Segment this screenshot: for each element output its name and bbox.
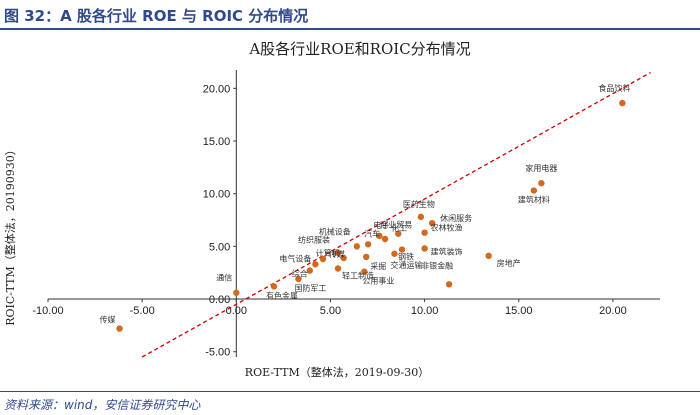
data-point [363, 253, 370, 261]
point-label: 农林牧渔 [431, 223, 463, 233]
data-point [353, 243, 361, 250]
footer-rule [0, 391, 700, 392]
data-point [233, 289, 240, 296]
point-label: 家用电器 [525, 163, 557, 173]
data-point [428, 219, 436, 227]
point-label: 汽车 [364, 228, 380, 238]
point-label: 交通运输 [390, 260, 422, 270]
point-label: 轻工制造 [342, 271, 374, 281]
scatter-chart: A股各行业ROE和ROIC分布情况 -10.00 -5.00 0.00 5.00 10.… [3, 40, 660, 379]
x-tick-label: 20.00 [599, 305, 627, 317]
data-point [381, 235, 389, 243]
point-label: 公用事业 [362, 276, 394, 286]
data-point [334, 249, 342, 256]
point-label: 建筑装饰 [431, 246, 463, 256]
data-point [319, 255, 327, 263]
x-tick-label: -10.00 [32, 305, 63, 317]
x-tick-label: 5.00 [320, 305, 341, 317]
point-label: 综合 [292, 269, 308, 279]
x-tick-label: 0.00 [226, 305, 247, 317]
x-tick-label: 10.00 [411, 305, 439, 317]
data-point [364, 241, 372, 248]
data-point [340, 254, 347, 262]
data-point [391, 250, 398, 257]
data-point [361, 268, 368, 275]
data-point [398, 246, 406, 253]
y-tick-label: 5.00 [209, 241, 230, 253]
point-label: 化工 [391, 223, 407, 233]
point-label: 电气设备 [279, 253, 311, 263]
axes [48, 70, 660, 357]
x-axis-label: ROE-TTM（整体法，2019-09-30） [245, 365, 429, 379]
y-axis-ticks: -5.00 0.00 5.00 10.00 15.00 20.00 [203, 83, 237, 359]
y-tick-label: 0.00 [209, 294, 230, 306]
point-label: 医药生物 [403, 199, 435, 209]
data-point [295, 275, 302, 283]
data-point [485, 252, 492, 260]
point-label: 国防军工 [294, 283, 326, 293]
data-point [530, 187, 538, 194]
data-point [334, 265, 342, 272]
point-label: 采掘 [370, 261, 386, 271]
trend-line [141, 71, 651, 358]
data-point [376, 232, 383, 240]
data-points [116, 99, 626, 332]
point-label: 计算机 [316, 248, 340, 258]
source-note: 资料来源：wind，安信证券研究中心 [4, 398, 201, 412]
y-axis-label: ROIC-TTM（整体法，20190930） [3, 144, 17, 326]
data-point [270, 283, 278, 290]
data-point [417, 213, 425, 221]
header-rule [0, 28, 700, 30]
point-label: 钢铁 [398, 252, 414, 262]
point-label: 通信 [216, 273, 232, 283]
data-point [395, 230, 402, 237]
y-tick-label: 20.00 [203, 83, 231, 95]
chart-title: A股各行业ROE和ROIC分布情况 [248, 40, 470, 58]
data-point [116, 325, 123, 332]
point-label: 传媒 [100, 315, 116, 325]
point-label: 纺织服装 [298, 235, 330, 245]
point-label: 非银金融 [421, 260, 453, 270]
point-label: 食品饮料 [598, 83, 630, 93]
figure-title: 图 32：A 股各行业 ROE 与 ROIC 分布情况 [4, 7, 309, 25]
point-label: 有色金属 [266, 290, 298, 300]
point-label: 商业贸易 [380, 220, 412, 230]
point-label: 机械设备 [319, 226, 351, 236]
x-tick-label: -5.00 [130, 305, 155, 317]
data-point [619, 99, 626, 107]
data-point [312, 261, 319, 268]
data-point [306, 267, 313, 274]
figure-header: 图 32：A 股各行业 ROE 与 ROIC 分布情况 [0, 0, 700, 28]
point-label: 建筑材料 [518, 195, 550, 205]
point-label: 休闲服务 [440, 213, 472, 223]
data-point [421, 229, 428, 236]
data-point [538, 179, 545, 187]
point-label: 电子 [373, 220, 389, 230]
x-tick-label: 15.00 [505, 305, 533, 317]
y-tick-label: -5.00 [205, 347, 230, 359]
point-label: 传媒 [329, 249, 345, 259]
y-tick-label: 15.00 [203, 136, 231, 148]
point-label: 房地产 [497, 258, 521, 268]
data-point [421, 245, 428, 252]
x-axis-ticks: -10.00 -5.00 0.00 5.00 10.00 15.00 20.00 [32, 299, 627, 317]
data-point [445, 281, 453, 288]
y-tick-label: 10.00 [203, 189, 231, 201]
